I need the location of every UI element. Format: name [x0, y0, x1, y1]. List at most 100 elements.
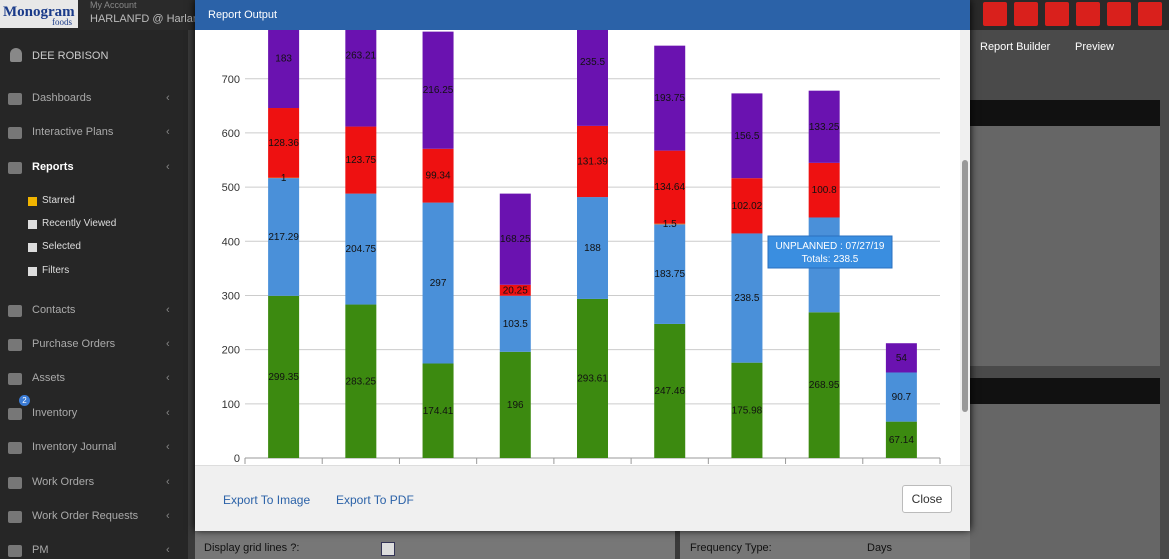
- chevron: ‹: [166, 126, 170, 138]
- grid-label: Display grid lines ?:: [204, 542, 300, 554]
- menu-item[interactable]: Reports: [32, 161, 74, 173]
- frequency-row: Frequency Type: Days: [680, 531, 970, 559]
- bar-segment: [885, 372, 917, 422]
- data-label: 1: [281, 173, 287, 184]
- user-name[interactable]: DEE ROBISON: [32, 50, 109, 62]
- bar-segment: [808, 90, 840, 163]
- data-label: 1.5: [663, 219, 677, 230]
- data-label: 156.5: [734, 131, 759, 142]
- menu-icon: [8, 442, 22, 454]
- settings-button[interactable]: [1045, 2, 1069, 26]
- chevron: ‹: [166, 92, 170, 104]
- menu-item[interactable]: Inventory Journal: [32, 441, 117, 453]
- menu-icon: [8, 305, 22, 317]
- bar-segment: [345, 193, 377, 305]
- grid-option-row: Display grid lines ?:: [195, 531, 675, 559]
- sub-item[interactable]: Recently Viewed: [42, 218, 117, 229]
- bar-segment: [808, 312, 840, 458]
- modal-header: Report Output: [195, 0, 970, 30]
- chevron: ‹: [166, 372, 170, 384]
- power-button[interactable]: [1138, 2, 1162, 26]
- export-image[interactable]: Export To Image: [223, 493, 311, 507]
- panel-body: [970, 404, 1160, 559]
- bar-segment: [345, 304, 377, 458]
- menu-icon: [8, 511, 22, 523]
- menu-item[interactable]: Assets: [32, 372, 66, 384]
- bar-segment: [577, 125, 608, 198]
- menu-item[interactable]: Work Order Requests: [32, 510, 139, 522]
- grid-checkbox[interactable]: [381, 542, 395, 556]
- data-label: 174.41: [423, 406, 454, 417]
- menu-item[interactable]: Inventory: [32, 407, 78, 419]
- refresh-button[interactable]: [1014, 2, 1038, 26]
- data-label: 217.29: [268, 232, 299, 243]
- frequency-label: Frequency Type:: [690, 542, 772, 554]
- scroll-thumb[interactable]: [962, 160, 968, 412]
- scrollbar[interactable]: [960, 30, 970, 465]
- data-label: 268.95: [809, 380, 840, 391]
- data-label: 20.25: [503, 285, 528, 296]
- location[interactable]: HARLANFD @ Harlan -: [90, 13, 206, 25]
- location-button[interactable]: [1107, 2, 1131, 26]
- fullscreen-button[interactable]: [983, 2, 1007, 26]
- chevron: ‹: [166, 510, 170, 522]
- bar-segment: [345, 126, 377, 194]
- chevron: ‹: [166, 441, 170, 453]
- bar-segment: [268, 30, 300, 109]
- menu-item[interactable]: PM: [32, 544, 49, 556]
- bar-segment: [422, 31, 454, 149]
- data-label: 297: [430, 278, 447, 289]
- report-builder[interactable]: Report Builder: [980, 41, 1051, 53]
- data-label: 123.75: [346, 155, 377, 166]
- data-label: 247.46: [654, 386, 685, 397]
- menu-item[interactable]: Dashboards: [32, 92, 92, 104]
- data-label: 54: [896, 353, 908, 364]
- menu-item[interactable]: Interactive Plans: [32, 126, 114, 138]
- data-label: 235.5: [580, 57, 605, 68]
- bar-segment: [422, 148, 454, 203]
- sub-item[interactable]: Selected: [42, 241, 81, 252]
- modal-footer: Export To Image Export To PDF Close: [195, 465, 970, 531]
- sub-icon: [28, 243, 37, 252]
- sub-item[interactable]: Filters: [42, 265, 70, 276]
- bar-segment: [499, 193, 531, 285]
- bar-segment: [499, 295, 531, 352]
- sub-icon: [28, 220, 37, 229]
- data-label: 175.98: [732, 405, 763, 416]
- bar-segment: [268, 295, 300, 458]
- preview[interactable]: Preview: [1075, 41, 1115, 53]
- menu-item[interactable]: Contacts: [32, 304, 76, 316]
- menu-icon: [8, 477, 22, 489]
- menu-item[interactable]: Work Orders: [32, 476, 95, 488]
- data-label: 183.75: [654, 269, 685, 280]
- close-button[interactable]: Close: [902, 485, 952, 513]
- tooltip: [767, 235, 893, 269]
- bar-segment: [654, 223, 686, 225]
- y-tick-label: 300: [222, 290, 240, 302]
- data-label: 293.61: [577, 373, 608, 384]
- logo[interactable]: Monogram foods: [0, 0, 78, 28]
- y-tick-label: 200: [222, 345, 240, 357]
- menu-icon: [8, 373, 22, 385]
- data-label: 131.39: [577, 156, 608, 167]
- bar-segment: [422, 202, 454, 364]
- menu-button[interactable]: [1076, 2, 1100, 26]
- data-label: 168.25: [500, 234, 531, 245]
- bar-segment: [654, 150, 686, 224]
- badge: 2: [19, 395, 30, 406]
- tooltip-label: UNPLANNED : 07/27/19: [776, 241, 885, 252]
- chart: 0 100 200 300 400 500 600 700 299.35 217.29 1 128.3…: [222, 30, 941, 465]
- panel-body: [970, 126, 1160, 366]
- tooltip-total: Totals: 238.5: [802, 254, 859, 265]
- data-label: 134.64: [654, 182, 685, 193]
- bar-segment: [268, 178, 300, 296]
- account[interactable]: My Account: [90, 0, 137, 10]
- export-pdf[interactable]: Export To PDF: [336, 493, 414, 507]
- menu-item[interactable]: Purchase Orders: [32, 338, 116, 350]
- data-label: 299.35: [268, 372, 299, 383]
- data-label: 216.25: [423, 85, 454, 96]
- bar-segment: [345, 30, 377, 127]
- sub-item[interactable]: Starred: [42, 195, 75, 206]
- bar-segment: [268, 108, 300, 178]
